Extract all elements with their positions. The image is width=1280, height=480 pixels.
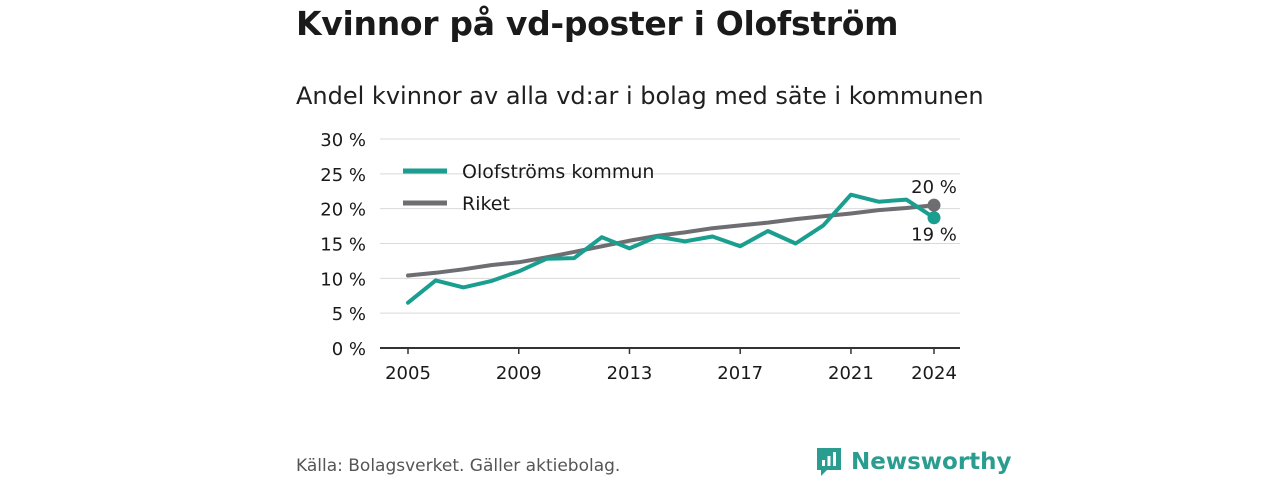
- chart-title: Kvinnor på vd-poster i Olofström: [296, 4, 899, 43]
- chart-subtitle: Andel kvinnor av alla vd:ar i bolag med …: [296, 82, 984, 110]
- grid-lines: [380, 138, 960, 314]
- y-tick-label: 15 %: [320, 235, 366, 256]
- source-note: Källa: Bolagsverket. Gäller aktiebolag.: [296, 456, 621, 476]
- x-tick-label: 2017: [717, 363, 763, 384]
- end-point-kommun: [927, 211, 941, 225]
- x-tick-label: 2024: [911, 363, 957, 384]
- end-point-riket: [927, 198, 941, 212]
- x-tick-label: 2021: [828, 363, 874, 384]
- x-tick-label: 2009: [496, 363, 542, 384]
- legend: Olofströms kommun Riket: [403, 161, 654, 215]
- legend-label: Riket: [462, 193, 510, 215]
- series-line-kommun: [406, 192, 936, 305]
- y-tick-label: 10 %: [320, 269, 366, 290]
- y-tick-label: 20 %: [320, 200, 366, 221]
- y-tick-label: 25 %: [320, 165, 366, 186]
- series-lines: 20 % 19 %: [406, 177, 957, 305]
- y-tick-label: 30 %: [320, 130, 366, 151]
- y-tick-label: 5 %: [332, 304, 366, 325]
- end-label-riket: 20 %: [911, 177, 957, 198]
- x-axis: 2005 2009 2013 2017 2021 2024: [380, 347, 960, 384]
- series-line-riket: [406, 203, 936, 278]
- end-label-kommun: 19 %: [911, 225, 957, 246]
- newsworthy-logo-icon: [817, 448, 841, 476]
- brand-logo: Newsworthy: [815, 446, 1012, 478]
- x-tick-label: 2013: [607, 363, 653, 384]
- y-tick-label: 0 %: [332, 339, 366, 360]
- brand-name: Newsworthy: [851, 449, 1012, 475]
- legend-label: Olofströms kommun: [462, 161, 654, 183]
- x-tick-label: 2005: [385, 363, 431, 384]
- y-axis-ticks: 0 % 5 % 10 % 15 % 20 % 25 % 30 %: [320, 130, 366, 360]
